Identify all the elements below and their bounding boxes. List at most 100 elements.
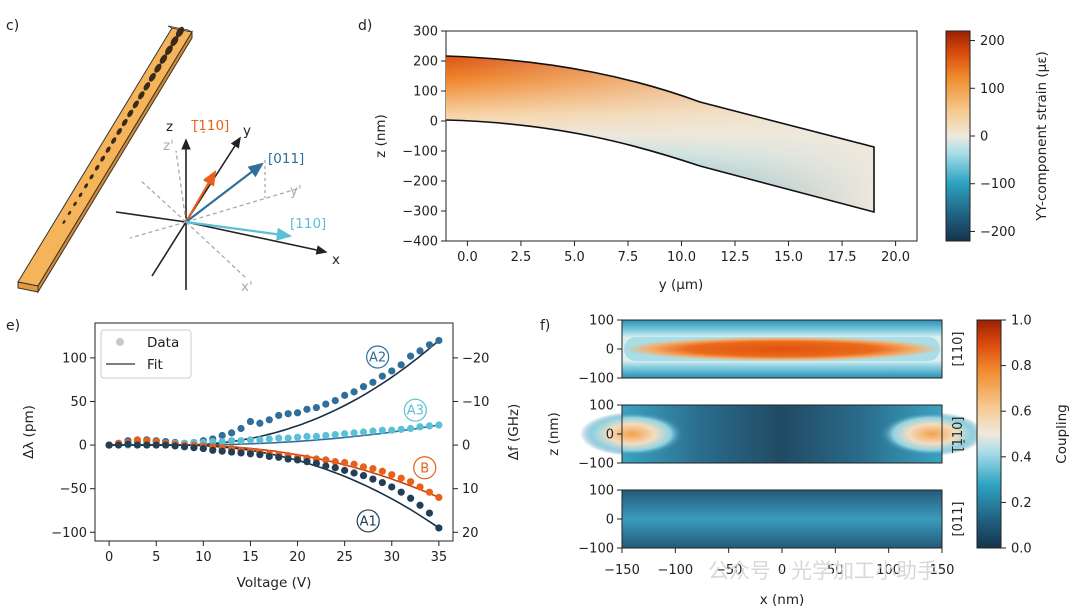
beam-hole	[116, 128, 122, 135]
photonic-crystal-beam	[17, 25, 193, 294]
point-a3	[388, 426, 396, 434]
point-a1	[378, 478, 386, 487]
point-a3	[416, 423, 424, 431]
point-a3	[256, 436, 264, 444]
y-tick-label: 0	[606, 343, 614, 358]
x-tick-label: −50	[715, 563, 742, 578]
point-b	[322, 456, 330, 464]
x-tick-label: 10.0	[667, 250, 696, 265]
badge-label-a1: A1	[360, 514, 377, 529]
xp-axis	[185, 221, 247, 279]
colorbar-tick-label: 0.4	[1011, 450, 1032, 465]
coupling-row-m110	[580, 404, 984, 464]
y-tick-label: 0	[79, 439, 87, 454]
point-a3	[246, 436, 255, 444]
tuning-right-label: Δf (GHz)	[506, 404, 522, 461]
direction-110-arrow	[185, 220, 293, 241]
x-tick-label: 0.0	[457, 250, 478, 265]
x-tick-label: 12.5	[721, 250, 750, 265]
legend-data-marker	[116, 338, 124, 346]
beam-holes	[62, 26, 185, 224]
row-label: [011]	[951, 502, 966, 537]
yp-axis-label: y'	[290, 183, 302, 199]
right-tick-label: −10	[462, 395, 489, 410]
point-a3	[293, 433, 302, 441]
colorbar-tick-label: 0.6	[1011, 405, 1032, 420]
point-a1	[303, 458, 311, 466]
coupling-row-labels: [110] [̅1̠10] [011]	[951, 332, 966, 537]
coupling-colorbar-label: Coupling	[1054, 404, 1070, 463]
point-a3	[350, 429, 358, 437]
coupling-x-ticks: −150 −100 −50 0 50 100 150	[604, 548, 954, 578]
point-a1	[341, 466, 349, 474]
direction-011-label: [011]	[268, 151, 304, 167]
panel-label-f: f)	[540, 318, 550, 334]
z-axis-label: z	[166, 119, 173, 135]
point-a1	[425, 509, 434, 517]
point-a1	[256, 451, 264, 459]
beam-hole	[62, 220, 66, 224]
point-a1	[331, 464, 339, 472]
colorbar-tick-label: −100	[980, 177, 1016, 192]
colorbar-tick-label: 200	[980, 34, 1005, 49]
coupling-y-ticks: 100 0 −100 100 0 −100 100 0 −100	[578, 314, 622, 557]
y-axis-label: y	[243, 123, 251, 139]
point-b	[133, 436, 141, 444]
point-a3	[435, 421, 443, 429]
right-tick-label: −20	[462, 351, 489, 366]
point-a1	[359, 472, 368, 480]
x-tick-label: 5.0	[564, 250, 585, 265]
x-tick-label: 35	[431, 550, 448, 565]
x-tick-label: 15.0	[774, 250, 803, 265]
point-a1	[397, 488, 405, 496]
y-tick-label: −100	[578, 457, 614, 472]
point-b	[407, 478, 415, 486]
beam-hole	[67, 210, 72, 215]
beam-hole	[159, 54, 168, 64]
x-tick-label: 15	[242, 550, 259, 565]
point-a1	[152, 441, 160, 449]
badge-label-a2: A2	[369, 351, 386, 366]
panel-label-d: d)	[358, 18, 372, 34]
coupling-y-label: z (nm)	[546, 412, 562, 456]
point-a2	[369, 378, 377, 386]
y-tick-label: 50	[70, 395, 87, 410]
point-a1	[199, 444, 207, 453]
badge-label-a3: A3	[407, 404, 424, 419]
point-a2	[293, 409, 302, 417]
point-b	[369, 465, 377, 473]
point-a1	[143, 441, 151, 449]
beam-hole	[89, 174, 94, 180]
x-tick-label: 0	[105, 550, 113, 565]
point-b	[425, 488, 434, 496]
badge-a1	[356, 509, 380, 533]
strain-colorbar-label: YY-component strain (με)	[1034, 51, 1050, 222]
beam-hole	[111, 137, 117, 144]
colorbar-tick-label: 100	[980, 82, 1005, 97]
right-tick-label: 20	[462, 526, 479, 541]
point-a1	[105, 441, 113, 449]
point-a3	[265, 435, 273, 443]
y-tick-label: 100	[589, 484, 614, 499]
panel-c: z y x z' y' x' [̅1̠10] [011] [110]	[17, 25, 340, 295]
point-a1	[312, 459, 320, 467]
beam-hole	[148, 72, 156, 82]
y-tick-label: −100	[578, 372, 614, 387]
point-a2	[228, 429, 236, 437]
crystal-axes: z y x z' y' x' [̅1̠10] [011] [110]	[115, 118, 340, 295]
point-a1	[209, 446, 217, 454]
legend-fit-label: Fit	[147, 357, 163, 373]
beam-hole	[175, 26, 185, 38]
point-a3	[209, 437, 217, 446]
x-tick-label: 10	[195, 550, 212, 565]
coupling-row-110	[621, 319, 943, 379]
badge-label-b: B	[420, 461, 429, 476]
point-a2	[435, 336, 443, 345]
strain-y-label: z (nm)	[373, 114, 389, 158]
point-a2	[256, 419, 264, 427]
point-a3	[237, 437, 245, 445]
y-tick-label: 300	[413, 25, 438, 40]
right-tick-label: 0	[462, 439, 470, 454]
point-a3	[397, 425, 405, 433]
badge-a2	[366, 345, 390, 369]
